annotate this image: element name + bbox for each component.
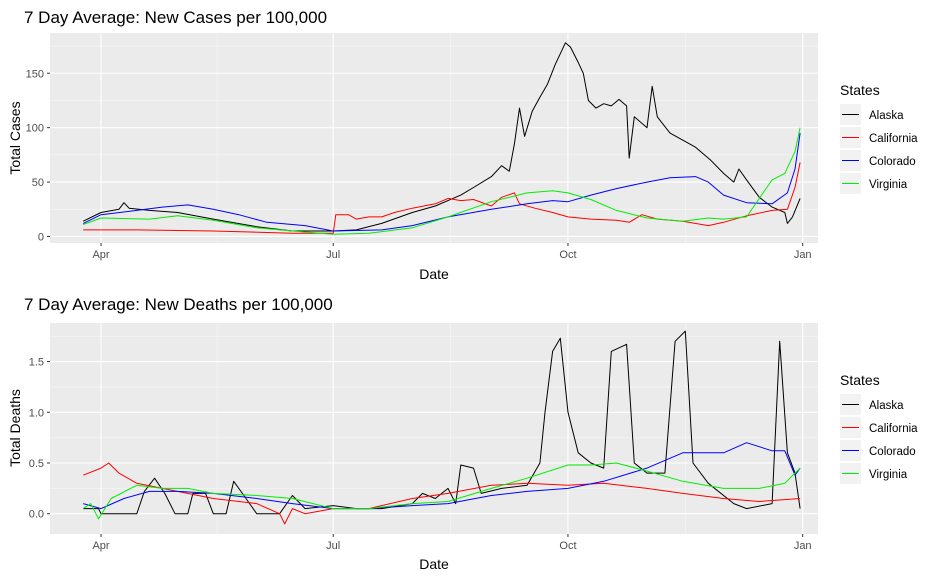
cases-y-tick-label: 0	[38, 231, 44, 243]
cases-legend-label: Virginia	[869, 179, 908, 191]
deaths-series-colorado	[83, 442, 801, 510]
deaths-x-tick-label: Apr	[92, 540, 109, 552]
cases-series-lines	[82, 42, 801, 235]
cases-series-colorado	[82, 133, 801, 232]
cases-x-axis-label: Date	[419, 266, 449, 282]
deaths-x-tick-label: Oct	[559, 540, 576, 552]
deaths-x-tick-label: Jan	[794, 540, 812, 552]
cases-y-axis-label: Total Cases	[7, 101, 23, 174]
cases-legend: States Alaska California Colorado Virginia	[840, 82, 918, 194]
deaths-plot-panel	[50, 323, 818, 534]
cases-y-tick-label: 150	[26, 68, 44, 80]
deaths-y-axis-label: Total Deaths	[7, 389, 23, 467]
deaths-legend-label: Alaska	[869, 400, 904, 412]
deaths-chart-title: 7 Day Average: New Deaths per 100,000	[24, 295, 333, 314]
deaths-x-ticks: Apr Jul Oct Jan	[92, 534, 812, 552]
cases-series-alaska	[82, 42, 801, 232]
deaths-series-lines	[82, 330, 801, 525]
deaths-legend-title: States	[840, 372, 880, 388]
cases-y-ticks: 0 50 100 150	[26, 68, 50, 243]
cases-x-tick-label: Jul	[326, 249, 340, 261]
deaths-x-axis-label: Date	[419, 556, 449, 572]
cases-legend-label: Alaska	[869, 110, 904, 122]
cases-legend-label: California	[869, 133, 918, 145]
deaths-y-tick-label: 0.5	[29, 458, 44, 470]
deaths-legend-label: Colorado	[869, 446, 916, 458]
deaths-y-tick-label: 1.0	[29, 407, 44, 419]
cases-grid	[50, 33, 818, 243]
deaths-series-alaska	[83, 330, 801, 515]
cases-plot-panel	[50, 33, 818, 243]
cases-y-tick-label: 100	[26, 123, 44, 135]
cases-legend-label: Colorado	[869, 156, 916, 168]
cases-x-tick-label: Oct	[559, 249, 576, 261]
cases-x-tick-label: Apr	[92, 249, 109, 261]
cases-series-california	[83, 162, 801, 234]
deaths-y-tick-label: 1.5	[29, 357, 44, 369]
cases-chart: 7 Day Average: New Cases per 100,000 0 50…	[7, 8, 918, 282]
deaths-legend: States Alaska California Colorado Virginia	[840, 372, 918, 484]
cases-series-virginia	[83, 127, 801, 235]
cases-x-tick-label: Jan	[794, 249, 812, 261]
deaths-y-ticks: 0.0 0.5 1.0 1.5	[29, 357, 50, 521]
cases-x-ticks: Apr Jul Oct Jan	[92, 243, 812, 261]
deaths-legend-label: California	[869, 423, 918, 435]
cases-chart-title: 7 Day Average: New Cases per 100,000	[24, 8, 327, 27]
deaths-y-tick-label: 0.0	[29, 509, 44, 521]
deaths-series-virginia	[82, 462, 801, 520]
cases-y-tick-label: 50	[32, 177, 44, 189]
cases-legend-title: States	[840, 82, 880, 98]
deaths-legend-label: Virginia	[869, 469, 908, 481]
deaths-chart: 7 Day Average: New Deaths per 100,000 0.…	[7, 295, 918, 572]
deaths-x-tick-label: Jul	[326, 540, 340, 552]
